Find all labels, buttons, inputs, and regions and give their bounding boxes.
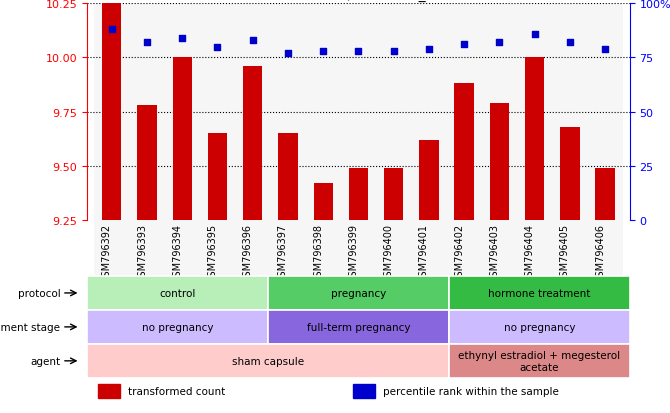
Bar xyxy=(165,221,200,276)
Bar xyxy=(137,106,157,221)
Text: GSM796398: GSM796398 xyxy=(313,223,323,282)
Point xyxy=(459,42,470,49)
Bar xyxy=(419,140,439,221)
Text: no pregnancy: no pregnancy xyxy=(142,322,213,332)
Point xyxy=(283,51,293,57)
Text: GSM796394: GSM796394 xyxy=(172,223,182,282)
Bar xyxy=(482,4,517,221)
Text: development stage: development stage xyxy=(0,322,60,332)
Bar xyxy=(200,4,235,221)
Point xyxy=(107,27,117,33)
Bar xyxy=(446,221,482,276)
Text: GSM796406: GSM796406 xyxy=(595,223,605,282)
Point xyxy=(318,48,328,55)
Text: GSM796395: GSM796395 xyxy=(208,223,218,282)
Point xyxy=(389,48,399,55)
Bar xyxy=(314,184,333,221)
Text: GSM796400: GSM796400 xyxy=(384,223,394,282)
Text: GSM796397: GSM796397 xyxy=(278,223,288,282)
Bar xyxy=(446,4,482,221)
Point xyxy=(353,48,364,55)
Point xyxy=(529,31,540,38)
Text: agent: agent xyxy=(30,356,60,366)
Bar xyxy=(490,104,509,221)
Point xyxy=(212,44,223,51)
Text: control: control xyxy=(159,288,196,298)
Title: GDS4081 / 1385851_at: GDS4081 / 1385851_at xyxy=(277,0,440,2)
Bar xyxy=(525,58,544,221)
Bar xyxy=(411,4,446,221)
Bar xyxy=(271,4,306,221)
Bar xyxy=(243,67,263,221)
Text: ethynyl estradiol + megesterol
acetate: ethynyl estradiol + megesterol acetate xyxy=(458,350,620,372)
Text: GSM796396: GSM796396 xyxy=(243,223,253,282)
Bar xyxy=(376,4,411,221)
Bar xyxy=(173,58,192,221)
Text: pregnancy: pregnancy xyxy=(331,288,386,298)
Text: GSM796403: GSM796403 xyxy=(489,223,499,282)
Bar xyxy=(588,221,622,276)
Bar xyxy=(349,169,368,221)
Text: percentile rank within the sample: percentile rank within the sample xyxy=(383,386,559,396)
Bar xyxy=(200,221,235,276)
Point xyxy=(177,36,188,42)
Bar xyxy=(278,134,297,221)
Bar xyxy=(341,4,376,221)
Bar xyxy=(235,221,271,276)
Text: GSM796393: GSM796393 xyxy=(137,223,147,282)
Bar xyxy=(306,4,341,221)
Bar xyxy=(94,4,129,221)
Bar xyxy=(411,221,446,276)
Bar xyxy=(341,221,376,276)
Bar xyxy=(552,4,588,221)
Text: transformed count: transformed count xyxy=(128,386,225,396)
Text: hormone treatment: hormone treatment xyxy=(488,288,590,298)
Bar xyxy=(552,221,588,276)
Bar xyxy=(94,221,129,276)
Text: full-term pregnancy: full-term pregnancy xyxy=(307,322,410,332)
Text: GSM796401: GSM796401 xyxy=(419,223,429,282)
Bar xyxy=(560,128,580,221)
Point xyxy=(247,38,258,44)
Bar xyxy=(454,84,474,221)
Bar xyxy=(98,384,120,398)
Bar xyxy=(129,4,165,221)
Bar xyxy=(596,169,615,221)
Point xyxy=(565,40,576,46)
Bar xyxy=(271,221,306,276)
Point xyxy=(494,40,505,46)
Bar xyxy=(235,4,271,221)
Bar xyxy=(376,221,411,276)
Bar xyxy=(482,221,517,276)
Bar xyxy=(129,221,165,276)
Text: protocol: protocol xyxy=(17,288,60,298)
Bar xyxy=(208,134,227,221)
Bar xyxy=(353,384,375,398)
Text: GSM796404: GSM796404 xyxy=(525,223,535,282)
Bar xyxy=(517,221,552,276)
Point xyxy=(600,46,610,53)
Text: GSM796402: GSM796402 xyxy=(454,223,464,282)
Text: GSM796399: GSM796399 xyxy=(348,223,358,282)
Bar xyxy=(517,4,552,221)
Text: sham capsule: sham capsule xyxy=(232,356,304,366)
Text: GSM796392: GSM796392 xyxy=(102,223,112,282)
Bar xyxy=(165,4,200,221)
Bar xyxy=(102,4,121,221)
Text: no pregnancy: no pregnancy xyxy=(504,322,575,332)
Point xyxy=(423,46,434,53)
Text: GSM796405: GSM796405 xyxy=(560,223,570,282)
Bar xyxy=(588,4,622,221)
Bar xyxy=(306,221,341,276)
Bar xyxy=(384,169,403,221)
Point xyxy=(141,40,152,46)
